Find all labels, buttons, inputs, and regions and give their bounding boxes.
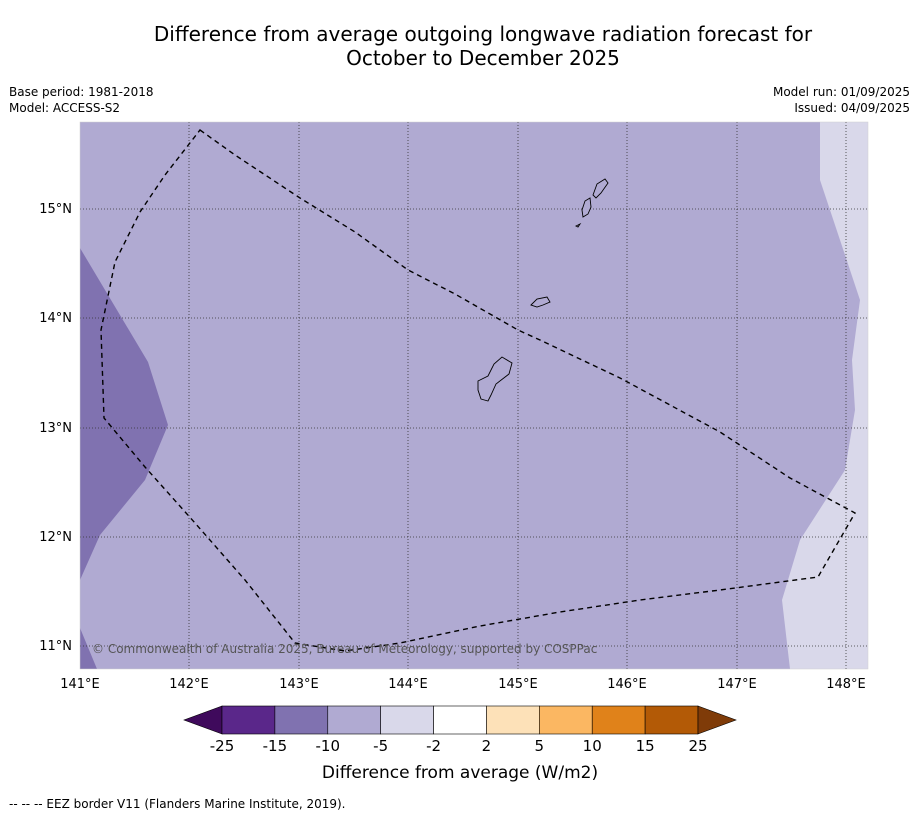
longitude-labels: 141°E 142°E 143°E 144°E 145°E 146°E 147°… — [60, 677, 866, 692]
anomaly-region--10--5 — [80, 122, 868, 669]
colorbar-swatch — [221, 705, 276, 735]
lat-label-12n: 12°N — [39, 530, 72, 545]
latitude-labels: 15°N 14°N 13°N 12°N 11°N — [39, 202, 72, 654]
colorbar-tick-label: -2 — [426, 737, 441, 755]
colorbar-tick-label: 25 — [688, 737, 707, 755]
map-title-line-2: October to December 2025 — [346, 46, 620, 70]
map-title-line-1: Difference from average outgoing longwav… — [153, 22, 813, 46]
colorbar-tick-label: -5 — [373, 737, 388, 755]
colorbar-tick-label: 10 — [583, 737, 602, 755]
colorbar-title: Difference from average (W/m2) — [322, 763, 598, 783]
lon-label-142e: 142°E — [169, 677, 209, 692]
lon-label-143e: 143°E — [279, 677, 319, 692]
colorbar-tick-label: 2 — [482, 737, 492, 755]
forecast-field: © Commonwealth of Australia 2025, Bureau… — [80, 122, 868, 669]
colorbar-swatch — [486, 705, 540, 735]
colorbar-tick-label: -10 — [316, 737, 341, 755]
anomaly-region--15--10 — [80, 248, 168, 580]
lon-label-141e: 141°E — [60, 677, 100, 692]
colorbar-swatch — [274, 705, 329, 735]
anomaly-region--5--2 — [782, 122, 868, 669]
colorbar-swatch — [380, 705, 434, 735]
lat-label-13n: 13°N — [39, 421, 72, 436]
rota-island — [530, 296, 551, 308]
saipan-island — [592, 178, 609, 199]
guam-island — [477, 356, 513, 402]
colorbar-arrow-min — [183, 705, 223, 735]
meta-left: Base period: 1981-2018 Model: ACCESS-S2 — [9, 84, 154, 116]
colorbar-swatch — [644, 705, 699, 735]
aguijan-island — [574, 222, 582, 228]
graticule — [80, 122, 868, 669]
colorbar-tick-label: 5 — [535, 737, 545, 755]
colorbar-tick-label: -25 — [210, 737, 235, 755]
colorbar-swatch — [591, 705, 646, 735]
model-run: Model run: 01/09/2025 — [772, 85, 910, 99]
base-period: Base period: 1981-2018 — [9, 85, 154, 99]
colorbar-arrow-max — [697, 705, 737, 735]
tinian-island — [581, 197, 592, 218]
lat-label-14n: 14°N — [39, 311, 72, 326]
lon-label-147e: 147°E — [717, 677, 757, 692]
lon-label-144e: 144°E — [388, 677, 428, 692]
issued-date: Issued: 04/09/2025 — [794, 101, 910, 115]
colorbar: -25 -15 -10 -5 -2 2 5 10 15 25 — [183, 705, 737, 755]
model-name: Model: ACCESS-S2 — [9, 101, 121, 115]
map-frame — [79, 121, 869, 670]
lon-label-146e: 146°E — [607, 677, 647, 692]
anomaly-region--15--10-south — [80, 628, 97, 669]
lat-label-11n: 11°N — [39, 639, 72, 654]
lon-label-145e: 145°E — [498, 677, 538, 692]
islands — [477, 178, 609, 402]
eez-legend-note: -- -- -- EEZ border V11 (Flanders Marine… — [9, 797, 346, 811]
colorbar-tick-label: 15 — [636, 737, 655, 755]
colorbar-swatch — [539, 705, 593, 735]
meta-right: Model run: 01/09/2025 Issued: 04/09/2025 — [773, 84, 910, 116]
lon-label-148e: 148°E — [826, 677, 866, 692]
copyright-notice: © Commonwealth of Australia 2025, Bureau… — [92, 642, 597, 656]
colorbar-swatch — [433, 705, 487, 735]
colorbar-tick-label: -15 — [263, 737, 288, 755]
colorbar-swatch — [327, 705, 381, 735]
lat-label-15n: 15°N — [39, 202, 72, 217]
